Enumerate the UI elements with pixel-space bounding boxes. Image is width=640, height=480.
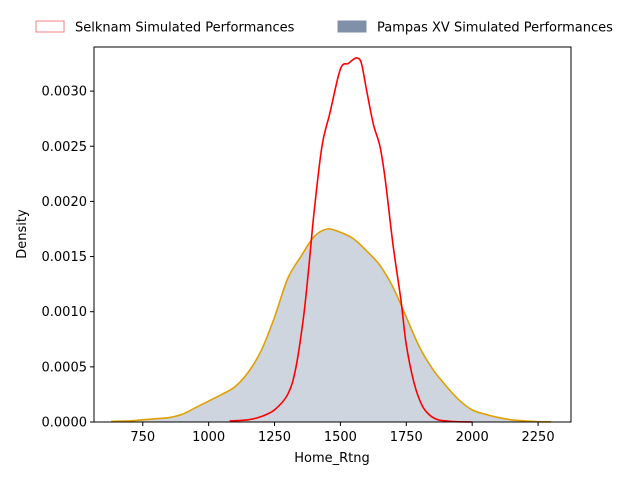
x-tick-label: 1750 <box>390 430 423 445</box>
x-axis: 750 1000 1250 1500 1750 2000 2250 <box>130 422 555 445</box>
y-tick-label: 0.0025 <box>42 140 88 155</box>
legend-swatch-1 <box>337 20 367 33</box>
y-tick-label: 0.0020 <box>42 195 88 210</box>
y-tick-label: 0.0010 <box>42 305 88 320</box>
plot-frame <box>93 46 572 423</box>
series-area-1 <box>111 228 552 422</box>
legend: Selknam Simulated Performances Pampas XV … <box>35 20 613 36</box>
y-tick-label: 0.0030 <box>42 85 88 100</box>
legend-label-0: Selknam Simulated Performances <box>75 21 295 36</box>
y-tick-label: 0.0000 <box>42 416 88 431</box>
series-line-1 <box>111 228 552 423</box>
y-tick-label: 0.0015 <box>42 250 88 265</box>
x-tick-label: 1250 <box>258 430 291 445</box>
x-tick-label: 1500 <box>324 430 357 445</box>
y-axis-label: Density <box>15 209 30 259</box>
y-axis: 0.0000 0.0005 0.0010 0.0015 0.0020 0.0025 0.00… <box>42 85 94 431</box>
legend-swatch-0 <box>35 20 65 33</box>
x-tick-label: 2250 <box>522 430 555 445</box>
x-axis-label: Home_Rtng <box>294 451 370 466</box>
legend-label-1: Pampas XV Simulated Performances <box>377 21 613 36</box>
plot-area <box>93 46 572 423</box>
x-tick-label: 750 <box>130 430 155 445</box>
x-tick-label: 2000 <box>456 430 489 445</box>
x-tick-label: 1000 <box>192 430 225 445</box>
y-tick-label: 0.0005 <box>42 360 88 375</box>
series-line-0 <box>229 56 473 423</box>
